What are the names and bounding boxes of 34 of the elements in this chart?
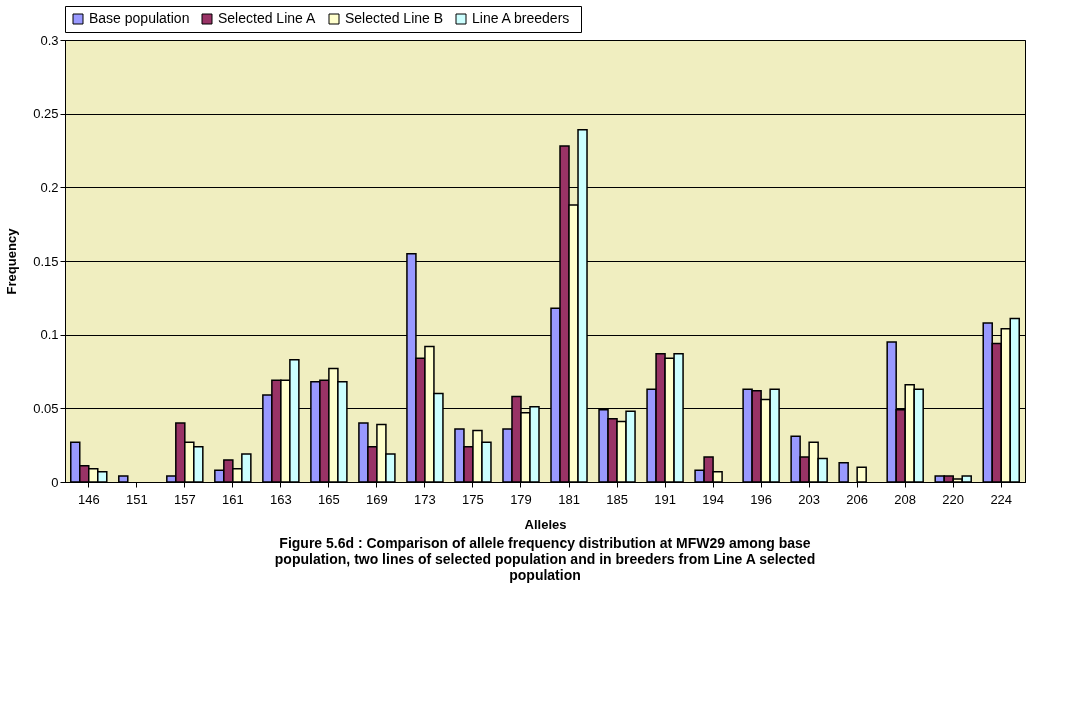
x-tick-label: 169	[366, 491, 388, 507]
x-tick-label: 191	[654, 491, 676, 507]
x-tick-label: 206	[846, 491, 869, 507]
x-tick-label: 173	[414, 491, 436, 507]
legend-label: Selected Line A	[218, 10, 316, 26]
y-axis-title: Frequency	[4, 227, 20, 295]
x-tick-label: 181	[558, 491, 580, 507]
x-tick-label: 161	[221, 491, 244, 507]
x-tick-label: 208	[894, 491, 917, 507]
legend-label: Selected Line B	[345, 10, 444, 26]
x-tick-label: 163	[270, 491, 292, 507]
x-tick-label: 179	[510, 491, 532, 507]
x-tick-label: 165	[318, 491, 340, 507]
x-tick-label: 224	[990, 491, 1013, 507]
x-tick-label: 146	[77, 491, 100, 507]
x-tick-label: 157	[173, 491, 196, 507]
x-tick-label: 220	[942, 491, 965, 507]
x-tick-label: 194	[702, 491, 724, 507]
y-tick-label: 0.25	[33, 106, 59, 122]
x-tick-label: 151	[125, 491, 148, 507]
y-tick-label: 0.15	[33, 253, 59, 269]
x-tick-label: 196	[750, 491, 772, 507]
y-tick-label: 0.3	[40, 32, 59, 48]
x-tick-label: 175	[462, 491, 484, 507]
legend-label: Base population	[89, 10, 190, 26]
y-tick-label: 0.2	[40, 179, 59, 195]
y-tick-label: 0	[51, 474, 59, 490]
y-tick-label: 0.1	[40, 327, 59, 343]
x-tick-label: 203	[798, 491, 820, 507]
x-axis-title: Alleles	[524, 516, 567, 532]
x-tick-label: 185	[606, 491, 628, 507]
legend-label: Line A breeders	[472, 10, 570, 26]
caption: Figure 5.6d : Comparison of allele frequency distribution at MFW29 among base population, two lines of selected population and in breeders from Line A selected population	[274, 535, 816, 583]
y-tick-label: 0.05	[33, 400, 59, 416]
